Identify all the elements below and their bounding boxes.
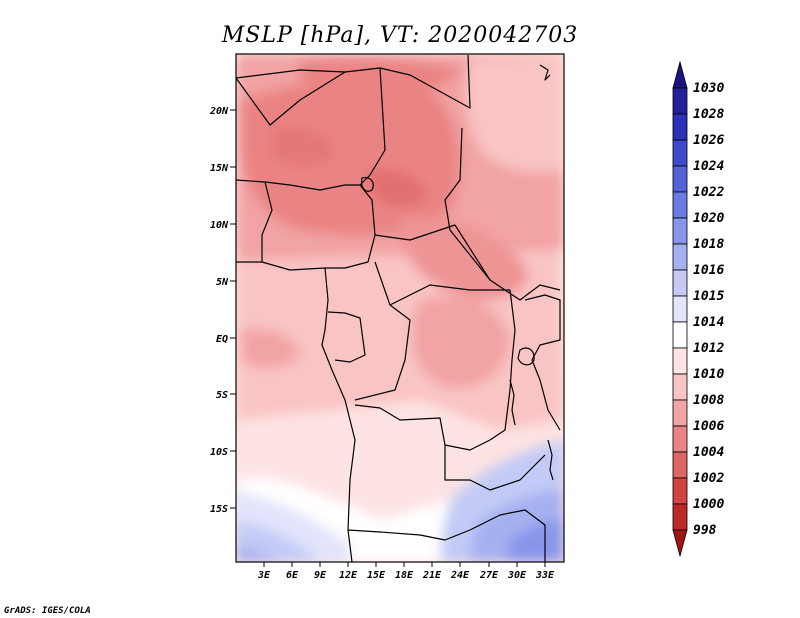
coast-west-africa — [236, 261, 356, 562]
border-gabon-congo — [327, 311, 366, 363]
lat-label: 20N — [209, 106, 229, 117]
lon-label: 12E — [339, 570, 358, 581]
field-1006-west — [270, 126, 335, 167]
colorbar-box — [672, 399, 688, 427]
coast-east-africa — [539, 64, 551, 81]
field-1020-southeast — [505, 520, 564, 562]
colorbar-label: 998 — [693, 523, 717, 538]
border-zimbabwe — [469, 509, 546, 562]
colorbar-box — [672, 451, 688, 479]
colorbar-triangle-bottom — [672, 529, 688, 558]
colorbar-box — [672, 295, 688, 323]
country-borders — [236, 54, 561, 562]
colorbar-label: 1002 — [693, 471, 724, 486]
colorbar: 1030 1028 1026 1024 1022 1020 1018 1016 1015 1014… — [672, 60, 724, 558]
lon-label: 15E — [367, 570, 386, 581]
colorbar-label: 1004 — [693, 445, 724, 460]
pressure-field — [236, 54, 564, 562]
lon-label: 9E — [314, 570, 327, 581]
border-nigeria-cameroon — [325, 184, 376, 269]
colorbar-box — [672, 139, 688, 167]
colorbar-box — [672, 373, 688, 401]
colorbar-label: 1010 — [693, 367, 724, 382]
credit-text: GrADS: IGES/COLA — [4, 606, 91, 616]
lon-label: 33E — [535, 570, 555, 581]
colorbar-box — [672, 243, 688, 271]
colorbar-label: 1006 — [693, 419, 724, 434]
border-benin-nigeria — [261, 181, 273, 262]
lon-label: 6E — [286, 570, 299, 581]
border-angola-namibia — [347, 529, 471, 541]
colorbar-label: 1000 — [693, 497, 724, 512]
border-congo-drc — [354, 304, 411, 401]
border-tanzania — [531, 359, 561, 431]
border-chad-car — [374, 224, 456, 241]
lon-label: 27E — [479, 570, 499, 581]
colorbar-label: 1012 — [693, 341, 724, 356]
border-south-sudan — [454, 224, 561, 301]
lon-label: 18E — [395, 570, 414, 581]
field-1013-south — [236, 430, 360, 480]
colorbar-label: 1015 — [693, 289, 724, 304]
lon-label: 21E — [422, 570, 442, 581]
longitude-axis: 3E 6E 9E 12E 15E 18E 21E 24E 27E 30E 33E — [257, 562, 555, 581]
latitude-axis: 20N 15N 10N 5N EQ 5S 10S 15S — [209, 106, 236, 515]
colorbar-box — [672, 503, 688, 531]
colorbar-label: 1020 — [693, 211, 724, 226]
border-uganda-kenya — [524, 294, 561, 361]
lat-label: 15S — [210, 504, 228, 515]
colorbar-label: 1008 — [693, 393, 724, 408]
field-1008-east — [400, 217, 528, 300]
colorbar-box — [672, 425, 688, 453]
colorbar-box — [672, 347, 688, 375]
colorbar-label: 1030 — [693, 81, 724, 96]
lat-label: 10N — [210, 220, 229, 231]
lake-victoria — [517, 347, 535, 366]
field-1006-core — [367, 168, 430, 208]
border-niger-chad — [359, 67, 386, 186]
colorbar-box — [672, 321, 688, 349]
field-1018-southwest — [236, 545, 280, 562]
lake-chad — [361, 177, 374, 192]
colorbar-triangle-top — [672, 60, 688, 89]
lat-label: 10S — [210, 447, 228, 458]
colorbar-box — [672, 191, 688, 219]
colorbar-box — [672, 87, 688, 115]
lake-malawi — [547, 439, 554, 481]
colorbar-label: 1028 — [693, 107, 724, 122]
colorbar-label: 1026 — [693, 133, 724, 148]
border-drc-angola — [354, 404, 491, 451]
colorbar-box — [672, 165, 688, 193]
lon-label: 24E — [450, 570, 470, 581]
border-chad-sudan — [444, 127, 491, 281]
lon-label: 30E — [507, 570, 527, 581]
map-frame — [235, 53, 565, 563]
field-1010-congo — [411, 296, 510, 388]
lake-tanganyika — [509, 379, 516, 426]
map-title: MSLP [hPa], VT: 2020042703 — [221, 23, 578, 48]
lat-label: 5N — [216, 277, 229, 288]
lon-label: 3E — [257, 570, 271, 581]
colorbar-label: 1018 — [693, 237, 724, 252]
lat-label: EQ — [216, 334, 228, 345]
border-zambia — [444, 445, 546, 491]
colorbar-box — [672, 269, 688, 297]
field-1010-gabon — [240, 328, 300, 369]
colorbar-box — [672, 477, 688, 505]
colorbar-box — [672, 217, 688, 245]
colorbar-label: 1022 — [693, 185, 724, 200]
border-car-south — [374, 261, 510, 306]
colorbar-label: 1014 — [693, 315, 724, 330]
border-mali-niger — [236, 71, 346, 126]
border-nigeria-north — [236, 179, 360, 191]
colorbar-label: 1024 — [693, 159, 724, 174]
field-1012-northeast — [465, 55, 564, 172]
lat-label: 5S — [216, 390, 228, 401]
field-1008-top — [297, 57, 460, 93]
border-drc-east — [489, 289, 516, 441]
colorbar-label: 1016 — [693, 263, 724, 278]
colorbar-box — [672, 113, 688, 141]
lat-label: 15N — [210, 163, 229, 174]
